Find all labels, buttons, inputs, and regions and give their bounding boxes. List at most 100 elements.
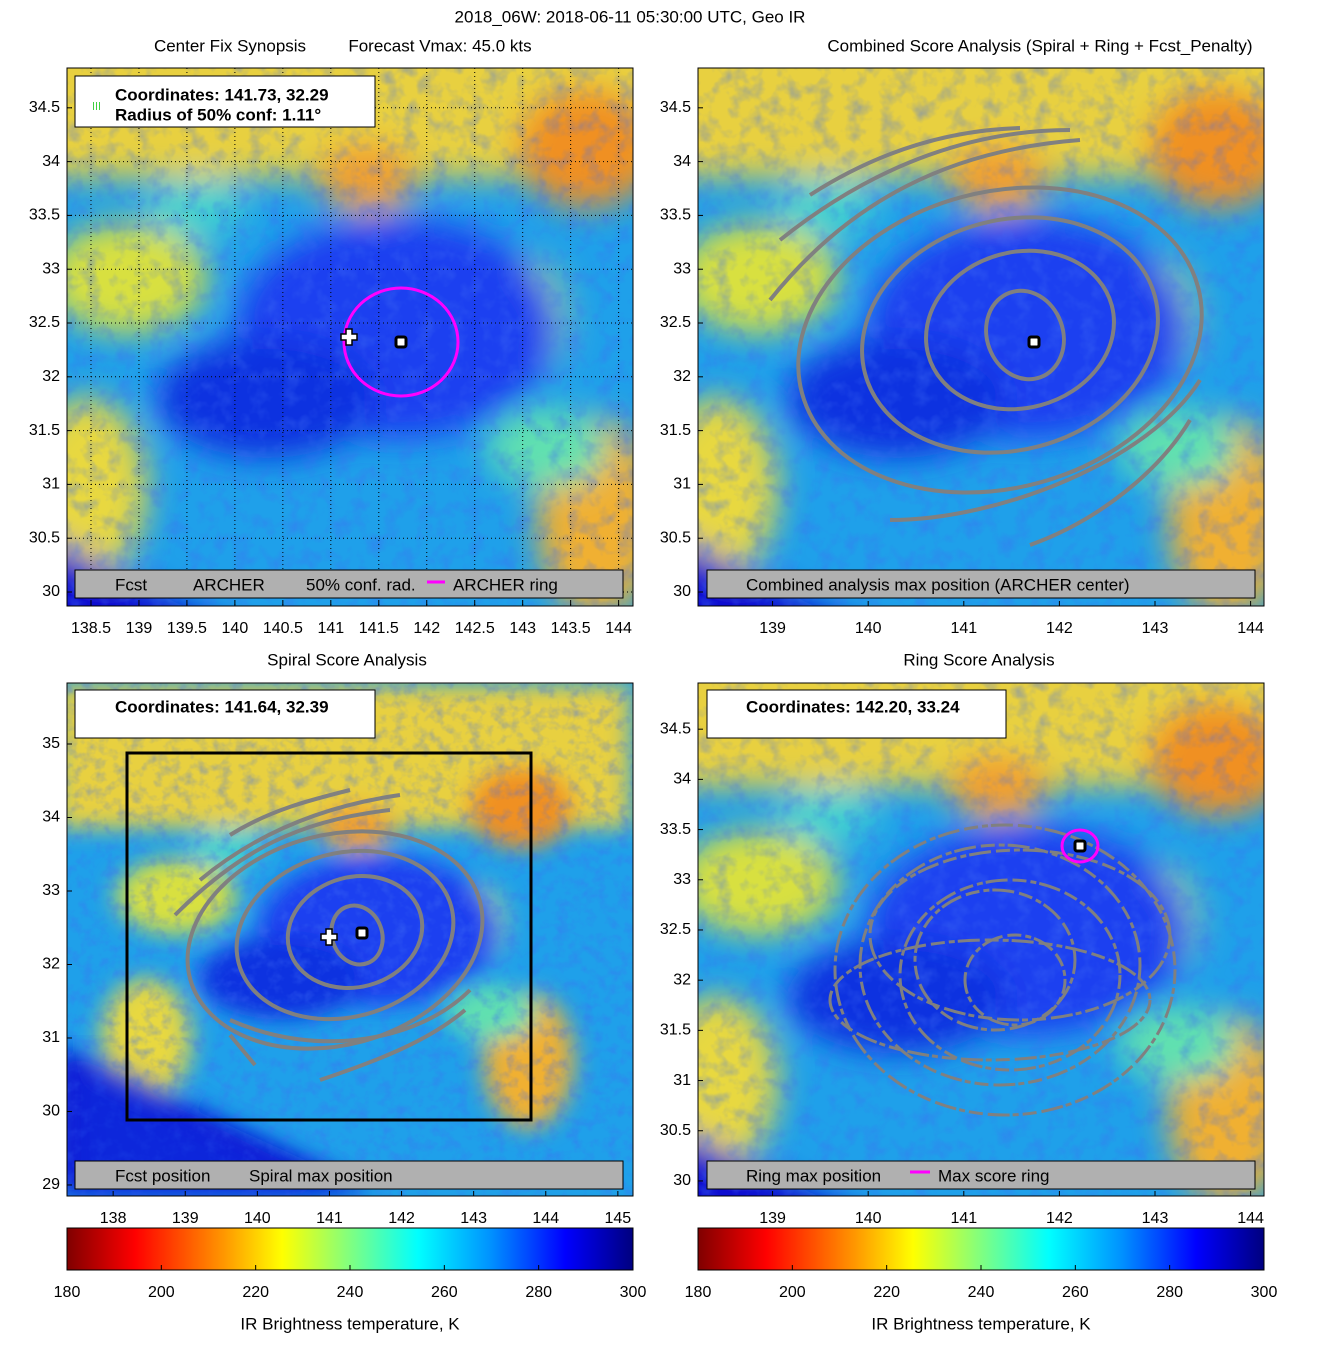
y-tick-label: 33.5 <box>660 207 691 224</box>
y-tick-label: 32 <box>42 368 60 385</box>
colorbar-tick-label: 300 <box>620 1284 647 1301</box>
info-box <box>706 689 1007 739</box>
x-tick-label: 142 <box>388 1210 415 1227</box>
x-tick-label: 143 <box>460 1210 487 1227</box>
colorbar-tick-label: 260 <box>431 1284 458 1301</box>
info-box <box>74 689 376 739</box>
y-tick-label: 33.5 <box>660 821 691 838</box>
x-tick-label: 140 <box>855 620 882 637</box>
info-box <box>74 75 376 128</box>
x-tick-label: 139 <box>172 1210 199 1227</box>
x-tick-label: 144 <box>1237 1210 1264 1227</box>
y-tick-label: 30 <box>673 1172 691 1189</box>
info-text: Coordinates: 142.20, 33.24 <box>746 697 960 716</box>
colorbar-tick-label: 280 <box>1156 1284 1183 1301</box>
ir-image <box>598 0 1317 708</box>
y-tick-label: 30 <box>42 1103 60 1120</box>
x-tick-label: 142 <box>1046 620 1073 637</box>
info-text: Coordinates: 141.73, 32.29 <box>115 85 329 104</box>
legend-label: Spiral max position <box>249 1166 393 1185</box>
y-tick-label: 30.5 <box>660 529 691 546</box>
x-tick-label: 138 <box>100 1210 127 1227</box>
y-tick-label: 32.5 <box>660 314 691 331</box>
x-tick-label: 144 <box>532 1210 559 1227</box>
panel-subtitle: Forecast Vmax: 45.0 kts <box>348 36 531 55</box>
y-tick-label: 34 <box>42 809 60 826</box>
x-tick-label: 139 <box>759 620 786 637</box>
x-tick-label: 142 <box>413 620 440 637</box>
y-tick-label: 30.5 <box>29 529 60 546</box>
center-marker <box>355 926 369 940</box>
y-tick-label: 33.5 <box>29 207 60 224</box>
y-tick-label: 30.5 <box>660 1122 691 1139</box>
colorbar-tick-label: 220 <box>873 1284 900 1301</box>
y-tick-label: 32 <box>673 971 691 988</box>
y-tick-label: 32 <box>42 956 60 973</box>
y-tick-label: 33 <box>42 882 60 899</box>
x-tick-label: 140 <box>855 1210 882 1227</box>
colorbar-tick-label: 200 <box>779 1284 806 1301</box>
center-marker <box>1073 839 1087 853</box>
y-tick-label: 33 <box>42 260 60 277</box>
legend-box <box>74 569 624 599</box>
y-tick-label: 32 <box>673 368 691 385</box>
x-tick-label: 141.5 <box>359 620 399 637</box>
y-tick-label: 32.5 <box>29 314 60 331</box>
colorbar-tick-label: 200 <box>148 1284 175 1301</box>
x-tick-label: 141 <box>950 1210 977 1227</box>
x-tick-label: 139 <box>759 1210 786 1227</box>
markers <box>125 286 1100 1122</box>
x-tick-label: 141 <box>950 620 977 637</box>
colorbar-tick-label: 260 <box>1062 1284 1089 1301</box>
grids <box>67 68 633 606</box>
y-tick-label: 31.5 <box>29 422 60 439</box>
x-tick-label: 143 <box>1142 620 1169 637</box>
y-tick-label: 34 <box>42 153 60 170</box>
frames <box>66 67 1265 1271</box>
x-tick-label: 143.5 <box>551 620 591 637</box>
legend-box <box>706 1160 1256 1190</box>
x-tick-label: 140.5 <box>263 620 303 637</box>
legend-label: ARCHER ring <box>453 575 558 594</box>
x-tick-label: 139 <box>126 620 153 637</box>
center-marker <box>1027 335 1041 349</box>
legend-label: Ring max position <box>746 1166 881 1185</box>
y-tick-label: 34 <box>673 153 691 170</box>
x-tick-label: 144 <box>605 620 632 637</box>
x-tick-label: 141 <box>316 1210 343 1227</box>
x-tick-label: 145 <box>605 1210 632 1227</box>
colorbar-label: IR Brightness temperature, K <box>240 1314 460 1333</box>
y-tick-label: 34 <box>673 771 691 788</box>
y-tick-label: 34.5 <box>660 720 691 737</box>
colorbar-tick-label: 180 <box>685 1284 712 1301</box>
y-tick-label: 33 <box>673 260 691 277</box>
legend-label: Max score ring <box>938 1166 1049 1185</box>
x-tick-label: 142.5 <box>455 620 495 637</box>
x-tick-label: 140 <box>222 620 249 637</box>
y-tick-label: 31 <box>673 1072 691 1089</box>
y-tick-label: 34.5 <box>660 99 691 116</box>
panel-title: Combined Score Analysis (Spiral + Ring +… <box>827 36 1252 55</box>
x-tick-label: 141 <box>317 620 344 637</box>
colorbar-tick-label: 180 <box>54 1284 81 1301</box>
y-tick-label: 35 <box>42 735 60 752</box>
y-tick-label: 31 <box>42 476 60 493</box>
colorbar-tick-label: 240 <box>968 1284 995 1301</box>
figure-title: 2018_06W: 2018-06-11 05:30:00 UTC, Geo I… <box>455 7 806 26</box>
x-tick-label: 144 <box>1237 620 1264 637</box>
archer-ring <box>342 286 460 398</box>
ir-image <box>67 683 633 1196</box>
legend-label: Combined analysis max position (ARCHER c… <box>746 575 1130 594</box>
legend-box <box>74 1160 624 1190</box>
forecast-marker <box>320 928 338 946</box>
contours <box>173 126 1204 1117</box>
panel-title: Ring Score Analysis <box>903 650 1054 669</box>
panel-title: Center Fix Synopsis <box>154 36 306 55</box>
info-text: Coordinates: 141.64, 32.39 <box>115 697 329 716</box>
panel-title: Spiral Score Analysis <box>267 650 427 669</box>
colorbar-tick-label: 240 <box>337 1284 364 1301</box>
search-box <box>125 751 533 1122</box>
legend-label: 50% conf. rad. <box>306 575 416 594</box>
